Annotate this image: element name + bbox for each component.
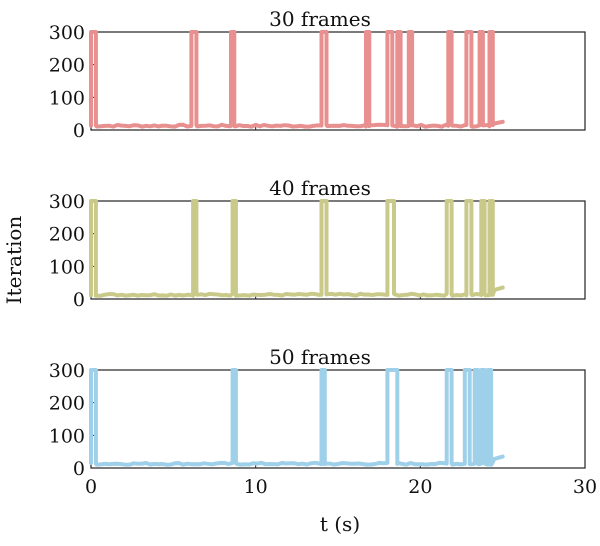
y-tick-label-1-100: 100	[49, 87, 85, 109]
x-axis-label: t (s)	[320, 512, 360, 536]
panel-frame-1	[90, 31, 586, 131]
x-tick-label-0: 0	[85, 476, 97, 498]
y-axis-label: Iteration	[2, 216, 26, 305]
series-line-2	[89, 199, 505, 298]
x-tick-label-10: 10	[244, 476, 268, 498]
series-line-1	[89, 30, 505, 129]
y-tick-label-3-200: 200	[49, 393, 85, 415]
y-tick-label-1-0: 0	[73, 120, 85, 142]
panel-title-3: 50 frames	[269, 345, 371, 369]
y-tick-label-2-200: 200	[49, 224, 85, 246]
y-tick-label-1-200: 200	[49, 55, 85, 77]
y-tick-label-2-0: 0	[73, 289, 85, 311]
panel-title-2: 40 frames	[269, 176, 371, 200]
x-tick-label-20: 20	[408, 476, 432, 498]
panel-frame-2	[90, 200, 586, 300]
x-tick-label-30: 30	[573, 476, 597, 498]
y-tick-label-3-100: 100	[49, 425, 85, 447]
y-tick-label-2-300: 300	[49, 191, 85, 213]
y-tick-label-1-300: 300	[49, 22, 85, 44]
panel-title-1: 30 frames	[269, 7, 371, 31]
y-tick-label-3-0: 0	[73, 458, 85, 480]
y-tick-label-3-300: 300	[49, 360, 85, 382]
panel-frame-3	[90, 369, 586, 469]
y-tick-label-2-100: 100	[49, 256, 85, 278]
series-line-3	[89, 368, 505, 467]
